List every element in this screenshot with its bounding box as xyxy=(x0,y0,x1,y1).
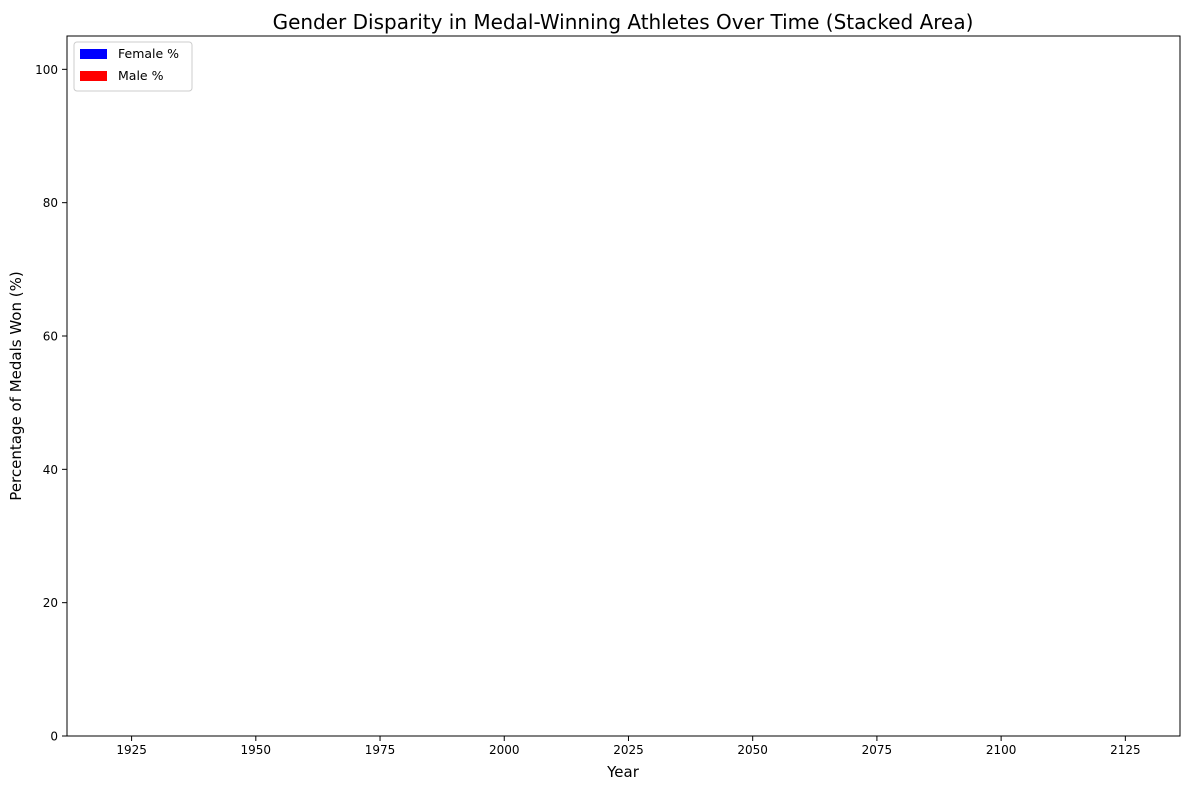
y-tick-label: 80 xyxy=(43,196,58,210)
x-tick-label: 2000 xyxy=(489,743,520,757)
x-tick-label: 1975 xyxy=(365,743,396,757)
y-tick-label: 20 xyxy=(43,596,58,610)
x-axis: 1925 1950 1975 2000 2025 2050 2075 2100 2125 xyxy=(116,736,1141,757)
legend-swatch-male xyxy=(80,71,107,81)
y-tick-label: 40 xyxy=(43,463,58,477)
x-axis-label: Year xyxy=(606,763,640,781)
y-tick-label: 100 xyxy=(35,63,58,77)
x-tick-label: 2100 xyxy=(986,743,1017,757)
x-tick-label: 1925 xyxy=(116,743,147,757)
y-tick-label: 0 xyxy=(50,730,58,744)
y-axis-label: Percentage of Medals Won (%) xyxy=(7,271,25,500)
legend-label-female: Female % xyxy=(118,46,179,61)
x-tick-label: 2075 xyxy=(862,743,893,757)
legend-label-male: Male % xyxy=(118,68,164,83)
x-tick-label: 2125 xyxy=(1110,743,1141,757)
y-axis: 0 20 40 60 80 100 xyxy=(35,63,67,744)
axes-frame xyxy=(66,35,1181,737)
x-tick-label: 1950 xyxy=(241,743,272,757)
legend: Female % Male % xyxy=(73,41,193,92)
y-tick-label: 60 xyxy=(43,330,58,344)
chart-title: Gender Disparity in Medal-Winning Athlet… xyxy=(273,10,974,34)
legend-swatch-female xyxy=(80,49,107,59)
plot-area xyxy=(66,35,1181,737)
x-tick-label: 2050 xyxy=(737,743,768,757)
x-tick-label: 2025 xyxy=(613,743,644,757)
